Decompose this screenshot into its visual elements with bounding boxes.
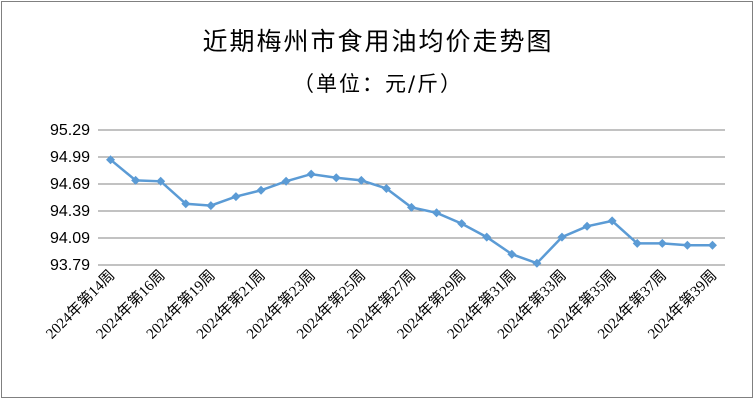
data-point <box>381 184 391 193</box>
y-tick-label: 94.39 <box>50 203 90 220</box>
data-point <box>256 185 266 195</box>
data-point <box>181 199 191 209</box>
data-point <box>106 155 116 165</box>
data-point <box>507 249 517 259</box>
data-point <box>657 238 667 248</box>
y-tick-label: 94.69 <box>50 176 90 193</box>
data-point <box>432 208 442 218</box>
data-point <box>407 202 416 212</box>
data-point <box>281 176 291 186</box>
y-tick-label: 94.09 <box>50 230 90 247</box>
y-tick-label: 94.99 <box>50 149 90 166</box>
data-point <box>356 175 366 185</box>
data-point <box>206 201 216 211</box>
data-point <box>231 192 241 202</box>
data-point <box>131 175 141 185</box>
data-point <box>557 232 567 242</box>
data-point <box>457 219 467 229</box>
gridlines <box>98 129 725 266</box>
data-point <box>306 169 316 179</box>
y-tick-label: 93.79 <box>50 257 90 274</box>
data-point <box>532 258 542 268</box>
y-tick-label: 95.29 <box>50 122 90 139</box>
data-point <box>707 240 717 250</box>
data-point <box>331 173 341 183</box>
chart-subtitle: （单位：元/斤） <box>292 72 464 96</box>
data-point <box>482 232 492 242</box>
data-point <box>582 221 592 231</box>
data-point <box>607 216 617 226</box>
data-markers <box>106 155 717 268</box>
data-point <box>632 238 642 248</box>
y-axis-tick-labels: 93.79 94.09 94.39 94.69 94.99 95.29 <box>50 122 90 274</box>
x-axis-tick-labels: 2024年第14周2024年第16周2024年第19周2024年第21周2024… <box>42 266 720 342</box>
data-point <box>682 240 692 250</box>
data-point <box>156 176 166 186</box>
chart-title: 近期梅州市食用油均价走势图 <box>202 27 554 56</box>
